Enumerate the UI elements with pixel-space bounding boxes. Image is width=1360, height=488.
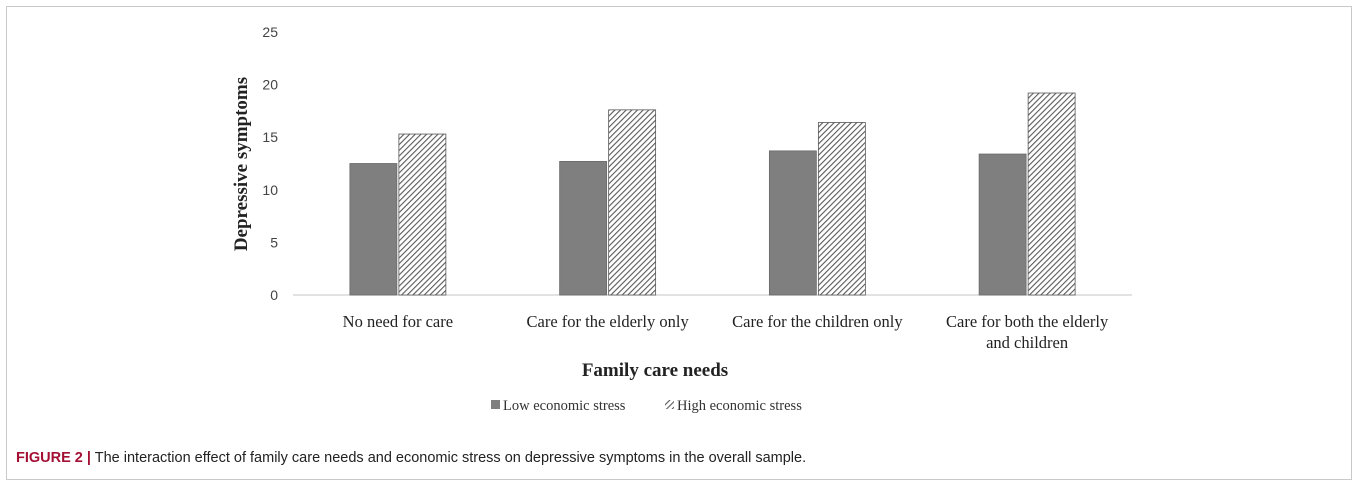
bar-low-stress-3 (768, 150, 817, 296)
x-tick-label: Care for both the elderly and children (946, 312, 1109, 352)
x-tick-label: Care for the children only (732, 312, 903, 331)
figure-label: FIGURE 2 | (16, 450, 91, 466)
y-tick-label: 25 (262, 24, 278, 40)
x-axis-title: Family care needs (582, 360, 728, 381)
y-tick-label: 10 (262, 182, 278, 198)
legend-label-low: Low economic stress (503, 398, 626, 414)
bar-high-stress-3 (817, 122, 866, 296)
caption-text: The interaction effect of family care ne… (90, 450, 807, 466)
bar-low-stress-2 (559, 160, 608, 296)
legend-swatch-high (665, 400, 674, 409)
legend-label-high: High economic stress (677, 398, 802, 414)
figure-caption: FIGURE 2 | The interaction effect of fam… (16, 450, 1336, 466)
y-tick-label: 15 (262, 129, 278, 145)
x-tick-label: No need for care (343, 312, 453, 331)
x-tick-label: Care for the elderly only (527, 312, 690, 331)
bar-high-stress-1 (398, 133, 447, 296)
bar-low-stress-1 (349, 163, 398, 296)
bar-high-stress-4 (1027, 92, 1076, 296)
bar-chart: Depressive symptoms 0 5 10 15 20 25 No need f… (231, 24, 1132, 414)
figure-frame (6, 6, 1352, 480)
bar-high-stress-2 (608, 109, 657, 296)
y-tick-label: 0 (270, 287, 278, 303)
legend-swatch-low (491, 400, 500, 409)
y-axis-title: Depressive symptoms (231, 77, 252, 251)
legend: Low economic stress High economic stress (491, 398, 802, 414)
y-tick-label: 5 (270, 234, 278, 250)
bar-low-stress-4 (978, 153, 1027, 296)
y-tick-label: 20 (262, 77, 278, 93)
